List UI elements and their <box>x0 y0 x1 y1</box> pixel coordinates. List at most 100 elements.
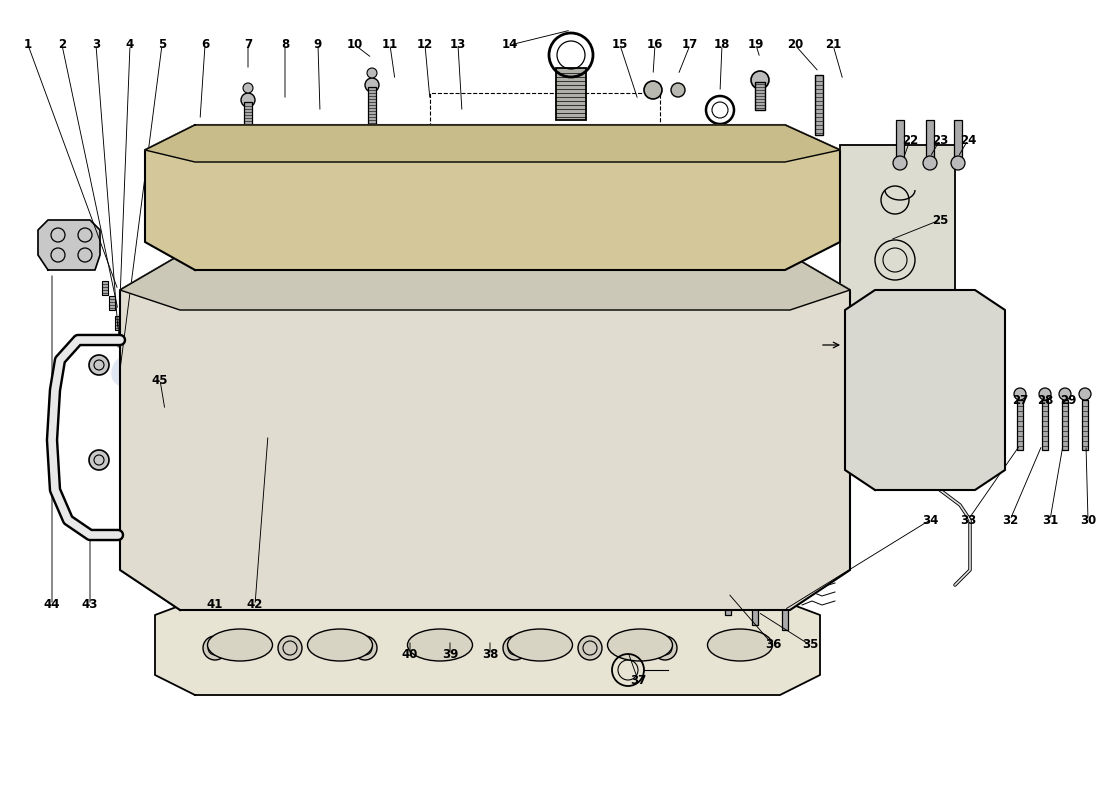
Text: 32: 32 <box>1002 514 1019 526</box>
Text: 36: 36 <box>764 638 781 651</box>
Circle shape <box>204 636 227 660</box>
Bar <box>244 102 252 126</box>
Circle shape <box>382 160 392 170</box>
Bar <box>556 68 586 120</box>
Bar <box>1018 400 1023 450</box>
Circle shape <box>333 293 346 307</box>
Text: 3: 3 <box>92 38 100 51</box>
Ellipse shape <box>208 629 273 661</box>
Circle shape <box>900 365 950 415</box>
Text: 24: 24 <box>960 134 976 146</box>
Circle shape <box>540 170 560 190</box>
Circle shape <box>868 313 882 327</box>
Text: 26: 26 <box>861 323 878 337</box>
Circle shape <box>89 355 109 375</box>
Circle shape <box>89 450 109 470</box>
Circle shape <box>1014 388 1026 400</box>
Text: 6: 6 <box>201 38 209 51</box>
Circle shape <box>735 170 755 190</box>
Circle shape <box>478 315 488 325</box>
Text: 20: 20 <box>786 38 803 51</box>
Circle shape <box>653 636 676 660</box>
Circle shape <box>648 293 662 307</box>
Bar <box>368 87 376 125</box>
Circle shape <box>238 315 248 325</box>
Text: 4: 4 <box>125 38 134 51</box>
Bar <box>267 425 273 445</box>
Circle shape <box>278 636 303 660</box>
Bar <box>755 82 764 110</box>
Circle shape <box>317 160 327 170</box>
Text: 41: 41 <box>207 598 223 611</box>
Bar <box>109 296 116 310</box>
Polygon shape <box>39 220 100 270</box>
Circle shape <box>738 293 752 307</box>
Text: 22: 22 <box>902 134 918 146</box>
Circle shape <box>288 293 302 307</box>
Circle shape <box>280 170 300 190</box>
Bar <box>782 595 788 630</box>
Polygon shape <box>145 125 840 162</box>
Ellipse shape <box>707 629 772 661</box>
Circle shape <box>226 408 235 418</box>
Bar <box>896 120 904 160</box>
Circle shape <box>602 132 628 158</box>
Circle shape <box>447 160 456 170</box>
Circle shape <box>1079 388 1091 400</box>
Circle shape <box>243 83 253 93</box>
Text: 37: 37 <box>630 674 646 686</box>
Circle shape <box>722 571 734 583</box>
Text: eurospares: eurospares <box>513 342 848 478</box>
Bar <box>926 120 934 160</box>
Ellipse shape <box>336 404 394 476</box>
Bar <box>1082 400 1088 450</box>
Text: 2: 2 <box>58 38 66 51</box>
Text: 15: 15 <box>612 38 628 51</box>
Polygon shape <box>120 255 850 310</box>
Text: 29: 29 <box>1059 394 1076 406</box>
Text: 8: 8 <box>280 38 289 51</box>
Polygon shape <box>120 255 850 610</box>
Ellipse shape <box>416 404 474 476</box>
Circle shape <box>198 293 212 307</box>
Circle shape <box>252 160 262 170</box>
Text: 19: 19 <box>748 38 764 51</box>
Text: 25: 25 <box>932 214 948 226</box>
Circle shape <box>537 132 563 158</box>
Bar <box>752 590 758 625</box>
Text: 13: 13 <box>450 38 466 51</box>
Ellipse shape <box>656 404 714 476</box>
Circle shape <box>410 170 430 190</box>
Ellipse shape <box>607 629 672 661</box>
Text: 43: 43 <box>81 598 98 611</box>
Circle shape <box>718 315 728 325</box>
Circle shape <box>870 335 980 445</box>
Circle shape <box>578 636 602 660</box>
Circle shape <box>642 160 652 170</box>
Circle shape <box>644 81 662 99</box>
Circle shape <box>578 160 587 170</box>
Text: 7: 7 <box>244 38 252 51</box>
Circle shape <box>1059 388 1071 400</box>
Text: 16: 16 <box>647 38 663 51</box>
Text: 35: 35 <box>802 638 818 651</box>
Bar <box>116 316 121 330</box>
Text: 27: 27 <box>1012 394 1028 406</box>
Circle shape <box>503 636 527 660</box>
Circle shape <box>783 293 798 307</box>
Circle shape <box>732 132 758 158</box>
Circle shape <box>893 156 907 170</box>
Circle shape <box>693 293 707 307</box>
Circle shape <box>558 315 568 325</box>
Text: 14: 14 <box>502 38 518 51</box>
Ellipse shape <box>308 629 373 661</box>
Text: 11: 11 <box>382 38 398 51</box>
Text: 39: 39 <box>442 649 459 662</box>
Text: 12: 12 <box>417 38 433 51</box>
Bar <box>725 580 732 615</box>
Circle shape <box>751 71 769 89</box>
Text: 34: 34 <box>922 514 938 526</box>
Bar <box>1062 400 1068 450</box>
Ellipse shape <box>496 404 554 476</box>
Text: 38: 38 <box>482 649 498 662</box>
